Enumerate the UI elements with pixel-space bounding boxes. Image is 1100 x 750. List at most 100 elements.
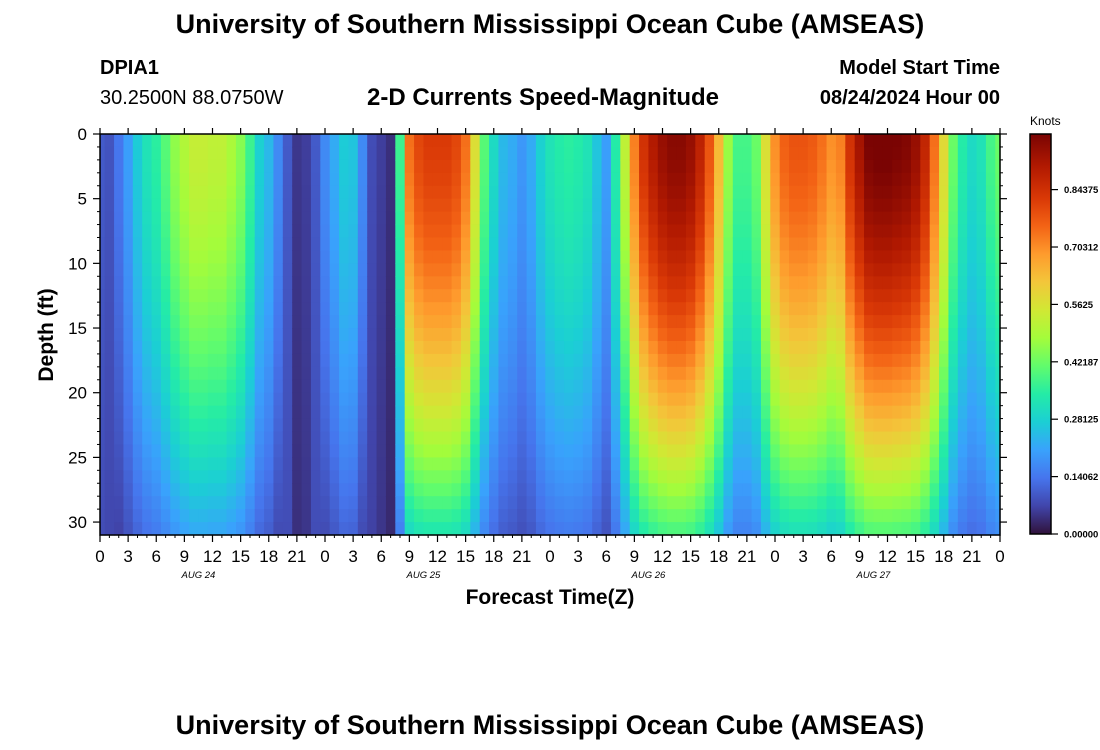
heatmap-cell	[198, 457, 209, 471]
heatmap-cell	[901, 379, 912, 394]
heatmap-cell	[282, 418, 293, 433]
heatmap-cell	[648, 198, 659, 213]
heatmap-cell	[676, 289, 687, 303]
heatmap-cell	[254, 237, 265, 252]
heatmap-cell	[507, 405, 518, 420]
heatmap-cell	[892, 146, 903, 161]
heatmap-cell	[826, 522, 837, 536]
heatmap-cell	[892, 224, 903, 239]
heatmap-cell	[620, 340, 631, 355]
heatmap-cell	[582, 302, 593, 316]
heatmap-cell	[610, 470, 621, 484]
heatmap-cell	[132, 457, 143, 471]
heatmap-cell	[123, 146, 134, 161]
heatmap-cell	[826, 353, 837, 368]
heatmap-cell	[348, 224, 359, 239]
heatmap-cell	[423, 134, 434, 148]
heatmap-cell	[901, 302, 912, 316]
heatmap-cell	[704, 366, 715, 381]
heatmap-cell	[489, 198, 500, 213]
heatmap-cell	[217, 522, 228, 536]
heatmap-cell	[639, 496, 650, 510]
heatmap-cell	[610, 457, 621, 471]
heatmap-cell	[151, 379, 162, 394]
heatmap-cell	[151, 509, 162, 523]
heatmap-cell	[367, 379, 378, 394]
heatmap-cell	[648, 496, 659, 510]
heatmap-cell	[414, 302, 425, 316]
heatmap-cell	[948, 172, 959, 187]
heatmap-cell	[657, 483, 668, 497]
heatmap-cell	[629, 159, 640, 174]
heatmap-cell	[685, 185, 696, 200]
heatmap-cell	[198, 302, 209, 316]
heatmap-cell	[292, 392, 303, 407]
heatmap-cell	[404, 366, 415, 381]
heatmap-cell	[320, 328, 331, 342]
heatmap-cell	[151, 522, 162, 536]
heatmap-cell	[479, 134, 490, 148]
heatmap-cell	[639, 340, 650, 355]
heatmap-cell	[685, 159, 696, 174]
heatmap-cell	[592, 198, 603, 213]
heatmap-cell	[760, 405, 771, 420]
heatmap-cell	[760, 457, 771, 471]
heatmap-cell	[798, 353, 809, 368]
heatmap-cell	[142, 250, 153, 264]
heatmap-cell	[545, 263, 556, 277]
heatmap-cell	[910, 315, 921, 329]
heatmap-cell	[714, 276, 725, 290]
heatmap-cell	[564, 289, 575, 303]
heatmap-cell	[404, 328, 415, 342]
heatmap-cell	[235, 211, 246, 226]
heatmap-cell	[554, 276, 565, 290]
heatmap-cell	[995, 198, 1001, 213]
heatmap-cell	[582, 134, 593, 148]
heatmap-cell	[442, 444, 453, 458]
heatmap-cell	[498, 444, 509, 458]
heatmap-cell	[507, 134, 518, 148]
heatmap-cell	[667, 444, 678, 458]
heatmap-cell	[132, 224, 143, 239]
heatmap-cell	[301, 340, 312, 355]
x-tick-label: 0	[770, 547, 779, 566]
heatmap-cell	[535, 522, 546, 536]
heatmap-cell	[189, 302, 200, 316]
heatmap-cell	[170, 522, 181, 536]
heatmap-cell	[864, 483, 875, 497]
heatmap-cell	[282, 315, 293, 329]
heatmap-cell	[760, 522, 771, 536]
heatmap-cell	[395, 483, 406, 497]
heatmap-cell	[235, 328, 246, 342]
heatmap-cell	[273, 276, 284, 290]
heatmap-cell	[339, 392, 350, 407]
heatmap-cell	[582, 405, 593, 420]
heatmap-cell	[554, 418, 565, 433]
heatmap-cell	[245, 224, 256, 239]
heatmap-cell	[639, 211, 650, 226]
heatmap-cell	[160, 522, 171, 536]
heatmap-cell	[564, 146, 575, 161]
heatmap-cell	[104, 328, 115, 342]
heatmap-cell	[723, 366, 734, 381]
heatmap-cell	[414, 237, 425, 252]
heatmap-cell	[254, 263, 265, 277]
heatmap-cell	[939, 315, 950, 329]
heatmap-cell	[732, 418, 743, 433]
heatmap-cell	[882, 392, 893, 407]
heatmap-cell	[282, 444, 293, 458]
heatmap-cell	[901, 392, 912, 407]
heatmap-cell	[629, 134, 640, 148]
heatmap-cell	[292, 509, 303, 523]
heatmap-cell	[854, 224, 865, 239]
heatmap-cell	[320, 185, 331, 200]
heatmap-cell	[100, 353, 106, 368]
heatmap-cell	[639, 198, 650, 213]
heatmap-cell	[845, 237, 856, 252]
heatmap-cell	[929, 302, 940, 316]
heatmap-cell	[526, 483, 537, 497]
heatmap-cell	[404, 263, 415, 277]
heatmap-cell	[479, 315, 490, 329]
heatmap-cell	[348, 366, 359, 381]
heatmap-cell	[985, 496, 996, 510]
